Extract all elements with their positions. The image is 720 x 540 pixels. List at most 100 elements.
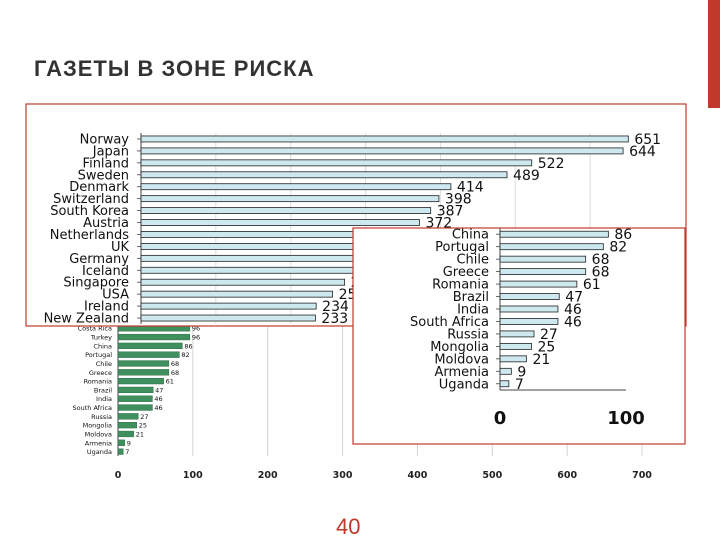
- category-label: Armenia: [435, 365, 490, 380]
- bar: [140, 278, 346, 286]
- category-label: Costa Rica: [78, 325, 112, 333]
- bar: [499, 318, 559, 325]
- value-label: 68: [171, 369, 179, 377]
- category-label: Austria: [83, 216, 129, 231]
- value-label: 68: [171, 360, 179, 368]
- category-label: South Africa: [410, 315, 489, 330]
- x-tick-label: 100: [183, 470, 203, 481]
- value-label: 9: [517, 364, 526, 380]
- value-label: 46: [564, 302, 582, 318]
- bar: [499, 280, 578, 288]
- category-label: Switzerland: [53, 192, 129, 207]
- category-label: Portugal: [85, 351, 112, 359]
- bar: [140, 147, 624, 155]
- category-label: India: [96, 395, 112, 403]
- bar: [499, 268, 587, 276]
- bar: [499, 305, 559, 313]
- category-label: Greece: [443, 265, 489, 280]
- value-label: 82: [181, 351, 189, 359]
- value-label: 86: [184, 342, 192, 350]
- category-label: South Korea: [50, 204, 129, 219]
- category-label: Romania: [84, 378, 112, 386]
- category-label: Iceland: [82, 264, 129, 279]
- value-label: 47: [155, 386, 163, 394]
- bar: [117, 413, 139, 420]
- x-tick-label: 0: [494, 408, 507, 429]
- category-label: Brazil: [94, 386, 112, 394]
- bar: [117, 369, 170, 376]
- value-label: 61: [583, 277, 601, 293]
- bar: [117, 395, 153, 402]
- bar: [140, 243, 390, 250]
- category-label: Moldova: [85, 430, 112, 438]
- bar: [499, 255, 587, 263]
- value-label: 47: [565, 290, 583, 306]
- bar: [499, 243, 604, 251]
- bar: [140, 195, 440, 203]
- category-label: Chile: [96, 360, 112, 368]
- value-label: 489: [513, 168, 540, 184]
- value-label: 644: [629, 144, 656, 160]
- bar: [499, 380, 510, 388]
- category-label: India: [457, 303, 489, 318]
- category-label: Mongolia: [430, 340, 489, 355]
- bar: [117, 422, 137, 429]
- value-label: 96: [192, 334, 200, 342]
- value-label: 86: [614, 227, 632, 243]
- value-label: 46: [564, 314, 582, 330]
- category-label: South Africa: [73, 404, 113, 412]
- bar: [117, 430, 134, 438]
- category-label: Singapore: [63, 276, 129, 291]
- category-label: Mongolia: [83, 422, 112, 430]
- x-tick-label: 0: [115, 470, 122, 481]
- category-label: Armenia: [85, 439, 112, 447]
- value-label: 27: [140, 413, 148, 421]
- value-label: 414: [457, 180, 484, 196]
- category-label: Ireland: [84, 300, 129, 315]
- bar: [117, 351, 180, 358]
- value-label: 61: [166, 378, 174, 386]
- value-label: 21: [532, 352, 550, 368]
- category-label: Portugal: [435, 240, 489, 255]
- category-label: Netherlands: [50, 228, 129, 243]
- category-label: Romania: [432, 278, 489, 293]
- category-label: Japan: [92, 144, 129, 159]
- x-tick-label: 300: [333, 470, 353, 481]
- value-label: 82: [609, 240, 627, 256]
- value-label: 68: [592, 252, 610, 268]
- bar: [117, 378, 164, 385]
- zoom-panel-bottom: China 86 Portugal 82 Chile 68 Greece 68 Romania 6…: [352, 227, 686, 445]
- value-label: 46: [154, 404, 162, 412]
- x-tick-label: 600: [557, 470, 577, 481]
- value-label: 522: [538, 156, 565, 172]
- category-label: Denmark: [69, 180, 129, 195]
- bar: [499, 230, 609, 238]
- category-label: Brazil: [453, 290, 489, 305]
- bar: [499, 293, 560, 300]
- bar: [117, 404, 153, 411]
- value-label: 68: [592, 265, 610, 281]
- value-label: 9: [127, 439, 131, 447]
- value-label: 7: [125, 448, 129, 456]
- value-label: 25: [538, 339, 556, 355]
- bar: [117, 342, 183, 349]
- category-label: Sweden: [78, 168, 129, 183]
- category-label: Greece: [89, 369, 112, 377]
- category-label: New Zealand: [44, 312, 129, 327]
- bar: [140, 171, 508, 179]
- category-label: Finland: [83, 156, 129, 171]
- bar: [499, 355, 527, 363]
- bar: [117, 439, 125, 446]
- category-label: Uganda: [87, 448, 112, 456]
- accent-bar: [708, 0, 720, 108]
- bar: [499, 342, 532, 350]
- bar: [117, 333, 191, 341]
- bar: [117, 448, 124, 455]
- category-label: China: [93, 342, 112, 350]
- slide-title: ГАЗЕТЫ В ЗОНЕ РИСКА: [34, 56, 315, 81]
- bar: [499, 367, 512, 375]
- category-label: Norway: [80, 132, 130, 147]
- x-tick-label: 500: [482, 470, 502, 481]
- category-label: Moldova: [434, 352, 489, 367]
